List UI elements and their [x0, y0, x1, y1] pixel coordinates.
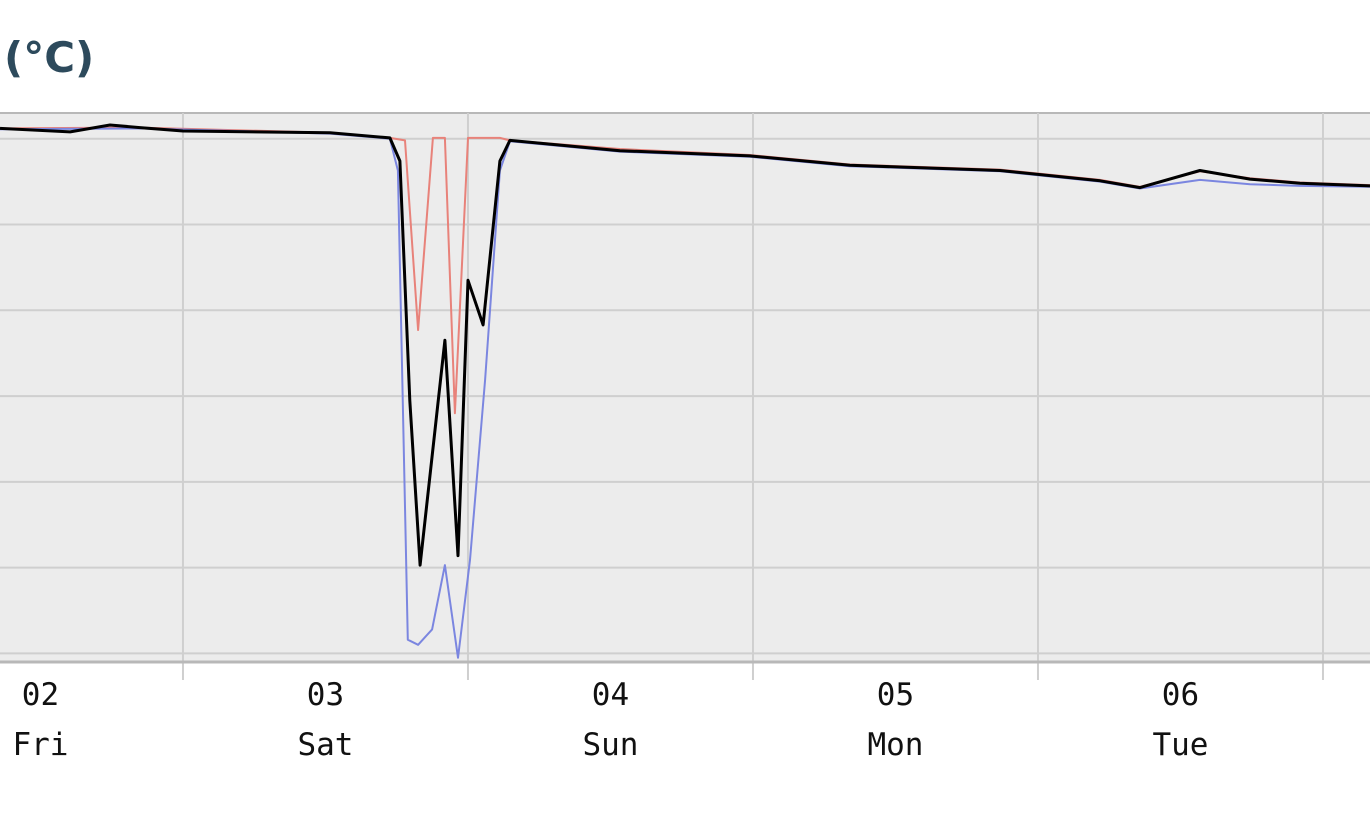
x-tick-label: 06: [1162, 677, 1199, 713]
x-tick-label: Fri: [12, 727, 68, 763]
x-tick-label: Sat: [297, 727, 353, 763]
chart-title: (°C): [4, 33, 94, 82]
x-tick-label: 03: [307, 677, 344, 713]
series-line: [0, 127, 1370, 659]
x-tick-label: Sun: [582, 727, 638, 763]
x-tick-label: 04: [592, 677, 629, 713]
x-tick-label: Mon: [867, 727, 923, 763]
x-tick-label: 02: [22, 677, 59, 713]
plot-area: [0, 113, 1370, 662]
x-tick-label: 05: [877, 677, 914, 713]
series-line: [0, 123, 1370, 567]
x-tick-label: Tue: [1152, 727, 1208, 763]
